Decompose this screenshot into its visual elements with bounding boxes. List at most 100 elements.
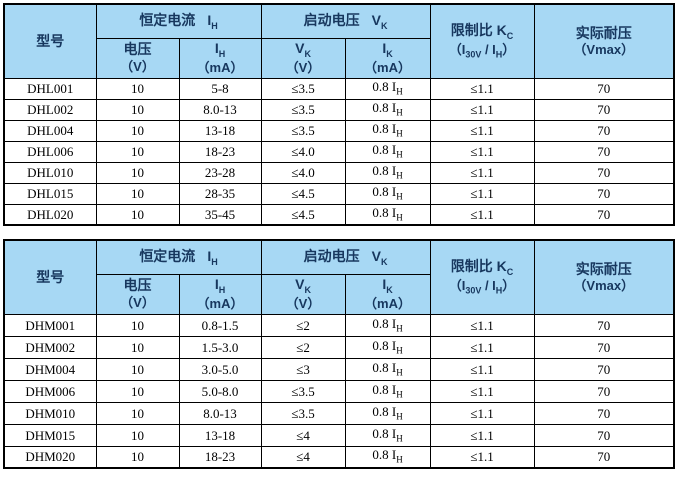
kc-limit-cell: ≤1.1 <box>429 401 535 425</box>
ih-subscript: H <box>218 48 226 59</box>
ik-value-cell-text: 0.8 I <box>372 315 397 331</box>
ih-range-cell: 35-45 <box>178 203 262 226</box>
table-row: DHM006 10 5.0-8.0 ≤3.5 0.8 IH ≤1.1 70 <box>3 379 675 403</box>
formula-sub: H <box>495 49 503 60</box>
ik-value-cell-text: 0.8 I <box>372 447 397 463</box>
vk-subscript: K <box>304 48 311 59</box>
limit-ratio-title: 限制比 KC <box>431 257 533 278</box>
ih-range-cell: 28-35 <box>178 182 262 205</box>
voltage-cell: 10 <box>95 423 180 447</box>
withstand-label: 实际耐压 <box>575 24 632 41</box>
ik-value-cell: 0.8 IH <box>344 203 431 226</box>
ih-symbol-line: IH <box>180 275 260 296</box>
kc-subscript: C <box>506 30 514 41</box>
vk-max-cell: ≤3.5 <box>260 119 346 142</box>
ik-symbol-line: IK <box>346 275 429 296</box>
table-row: DHL001 10 5-8 ≤3.5 0.8 IH ≤1.1 70 <box>3 77 675 100</box>
voltage-label: 电压 <box>123 277 152 294</box>
col-header-startup-voltage: 启动电压 VK <box>260 3 431 39</box>
page: 型号 恒定电流 IH 启动电压 VK 限制比 KC （I30V / IH） 实际耐压… <box>3 3 675 469</box>
table-header: 型号 恒定电流 IH 启动电压 VK 限制比 KC （I30V / IH） 实际耐压… <box>3 239 675 315</box>
ik-value-cell-subscript: H <box>396 323 403 334</box>
ik-value-cell-subscript: H <box>396 433 403 444</box>
vk-max-cell: ≤3 <box>260 357 346 381</box>
vk-unit: （V） <box>285 296 321 312</box>
vk-subscript: K <box>304 284 311 295</box>
col-header-voltage: 电压 （V） <box>95 37 180 79</box>
ih-subscript: H <box>218 284 226 295</box>
ik-value-cell-subscript: H <box>396 170 403 181</box>
voltage-cell: 10 <box>95 203 180 226</box>
spec-table-dhm: 型号 恒定电流 IH 启动电压 VK 限制比 KC （I30V / IH） 实际耐压… <box>3 239 675 469</box>
table-row: DHM002 10 1.5-3.0 ≤2 0.8 IH ≤1.1 70 <box>3 335 675 359</box>
kc-limit-cell: ≤1.1 <box>429 203 535 226</box>
ih-symbol: I <box>207 11 212 28</box>
kc-limit-cell: ≤1.1 <box>429 119 535 142</box>
ik-value-cell: 0.8 IH <box>344 423 431 447</box>
vk-symbol: V <box>371 11 381 28</box>
kc-limit-cell: ≤1.1 <box>429 445 535 469</box>
model-cell: DHM020 <box>3 445 97 469</box>
voltage-label: 电压 <box>123 41 152 58</box>
formula-part: / I <box>481 42 496 58</box>
ih-subscript: H <box>211 20 218 31</box>
ik-value-cell-text: 0.8 I <box>372 142 397 158</box>
kc-limit-cell: ≤1.1 <box>429 357 535 381</box>
kc-subscript: C <box>506 266 514 277</box>
kc-limit-cell: ≤1.1 <box>429 423 535 447</box>
formula-part: ） <box>502 278 516 294</box>
col-header-vk: VK （V） <box>260 273 346 315</box>
kc-limit-cell: ≤1.1 <box>429 182 535 205</box>
ik-value-cell-text: 0.8 I <box>372 204 397 220</box>
vk-max-cell: ≤3.5 <box>260 98 346 121</box>
vk-max-cell: ≤4.0 <box>260 161 346 184</box>
withstand-label: 实际耐压 <box>575 260 632 277</box>
limit-ratio-label: 限制比 <box>450 21 493 38</box>
ik-value-cell-text: 0.8 I <box>372 121 397 137</box>
withstand-unit: （Vmax） <box>573 41 635 57</box>
ih-range-cell: 23-28 <box>178 161 262 184</box>
model-cell: DHM006 <box>3 379 97 403</box>
vk-symbol: V <box>371 247 381 264</box>
ik-value-cell-text: 0.8 I <box>372 403 397 419</box>
col-header-constant-current: 恒定电流 IH <box>95 239 262 275</box>
ik-value-cell-subscript: H <box>396 411 403 422</box>
formula-sub: 30V <box>465 285 482 296</box>
model-cell: DHM004 <box>3 357 97 381</box>
col-header-ih: IH （mA） <box>178 273 262 315</box>
ik-value-cell: 0.8 IH <box>344 77 431 100</box>
spec-table-dhl: 型号 恒定电流 IH 启动电压 VK 限制比 KC （I30V / IH） 实际耐压… <box>3 3 675 226</box>
formula-sub: H <box>495 285 503 296</box>
ik-value-cell-text: 0.8 I <box>372 100 397 116</box>
ih-range-cell: 5-8 <box>178 77 262 100</box>
kc-symbol: K <box>496 21 507 38</box>
kc-limit-cell: ≤1.1 <box>429 140 535 163</box>
vmax-cell: 70 <box>533 423 675 447</box>
ik-value-cell-text: 0.8 I <box>372 425 397 441</box>
vk-unit: （V） <box>285 60 321 76</box>
limit-ratio-formula: （I30V / IH） <box>431 278 533 297</box>
col-header-withstand-voltage: 实际耐压 （Vmax） <box>533 3 675 79</box>
table-row: DHL002 10 8.0-13 ≤3.5 0.8 IH ≤1.1 70 <box>3 98 675 121</box>
vk-max-cell: ≤2 <box>260 335 346 359</box>
col-header-ih: IH （mA） <box>178 37 262 79</box>
limit-ratio-formula: （I30V / IH） <box>431 42 533 61</box>
ik-value-cell: 0.8 IH <box>344 445 431 469</box>
kc-limit-cell: ≤1.1 <box>429 335 535 359</box>
ik-unit: （mA） <box>364 296 411 312</box>
table-row: DHM010 10 8.0-13 ≤3.5 0.8 IH ≤1.1 70 <box>3 401 675 425</box>
voltage-unit: （V） <box>120 294 155 310</box>
col-header-limit-ratio: 限制比 KC （I30V / IH） <box>429 239 535 315</box>
voltage-cell: 10 <box>95 161 180 184</box>
ih-range-cell: 13-18 <box>178 119 262 142</box>
voltage-cell: 10 <box>95 119 180 142</box>
kc-limit-cell: ≤1.1 <box>429 161 535 184</box>
ih-symbol: I <box>214 275 219 292</box>
ik-subscript: K <box>386 48 393 59</box>
ik-value-cell-subscript: H <box>396 107 403 118</box>
header-row-groups: 型号 恒定电流 IH 启动电压 VK 限制比 KC （I30V / IH） 实际耐压… <box>3 239 675 315</box>
vmax-cell: 70 <box>533 119 675 142</box>
vmax-cell: 70 <box>533 203 675 226</box>
ik-value-cell-subscript: H <box>396 149 403 160</box>
ik-value-cell-subscript: H <box>396 86 403 97</box>
